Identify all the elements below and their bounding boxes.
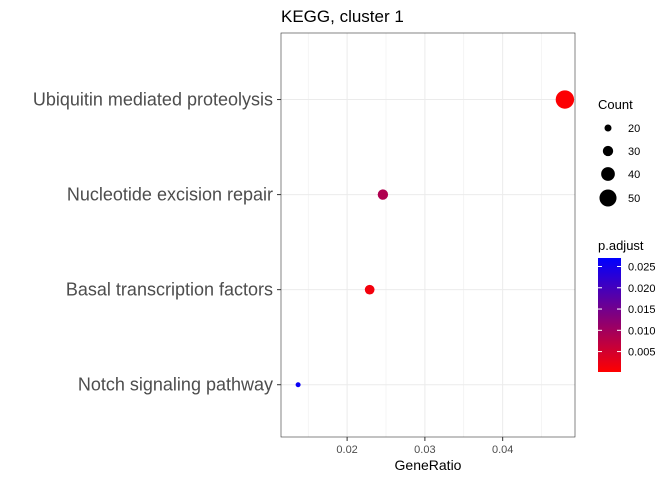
chart-title: KEGG, cluster 1 bbox=[281, 7, 404, 26]
color-legend-label: 0.010 bbox=[628, 325, 656, 337]
y-axis-labels: Ubiquitin mediated proteolysis Nucleotide… bbox=[33, 90, 281, 395]
size-legend-label: 50 bbox=[628, 193, 640, 205]
size-legend-dot bbox=[602, 145, 614, 157]
y-tick-label: Ubiquitin mediated proteolysis bbox=[33, 90, 273, 110]
color-legend-label: 0.005 bbox=[628, 347, 656, 359]
size-legend-items: 20 30 40 50 bbox=[599, 123, 640, 207]
size-legend-title: Count bbox=[598, 97, 633, 112]
data-point bbox=[295, 382, 301, 388]
x-axis-ticks: 0.02 0.03 0.04 bbox=[336, 437, 513, 456]
y-tick-label: Basal transcription factors bbox=[66, 280, 273, 300]
size-legend-label: 40 bbox=[628, 169, 640, 181]
color-legend-ticks: 0.005 0.010 0.015 0.020 0.025 bbox=[598, 262, 656, 359]
color-legend-title: p.adjust bbox=[598, 238, 644, 253]
color-legend: p.adjust 0.005 0.010 0.015 0.020 0.025 bbox=[598, 238, 656, 372]
x-axis-title: GeneRatio bbox=[395, 457, 462, 473]
grid bbox=[281, 33, 575, 437]
size-legend-dot bbox=[601, 167, 615, 181]
size-legend-label: 20 bbox=[628, 123, 640, 135]
y-tick-label: Nucleotide excision repair bbox=[67, 185, 273, 205]
size-legend-label: 30 bbox=[628, 146, 640, 158]
panel-border bbox=[280, 32, 576, 438]
x-tick-label: 0.03 bbox=[414, 444, 435, 456]
x-tick-label: 0.04 bbox=[492, 444, 513, 456]
color-legend-label: 0.015 bbox=[628, 304, 656, 316]
color-legend-label: 0.020 bbox=[628, 283, 656, 295]
size-legend: Count 20 30 40 50 bbox=[598, 97, 640, 207]
x-tick-label: 0.02 bbox=[336, 444, 357, 456]
data-point bbox=[364, 284, 375, 295]
color-legend-bar bbox=[598, 258, 621, 372]
y-tick-label: Notch signaling pathway bbox=[78, 375, 273, 395]
data-point bbox=[555, 90, 575, 109]
size-legend-dot bbox=[599, 189, 617, 207]
size-legend-dot bbox=[604, 124, 612, 132]
data-point bbox=[377, 189, 389, 200]
color-legend-label: 0.025 bbox=[628, 262, 656, 274]
data-points bbox=[295, 90, 575, 388]
